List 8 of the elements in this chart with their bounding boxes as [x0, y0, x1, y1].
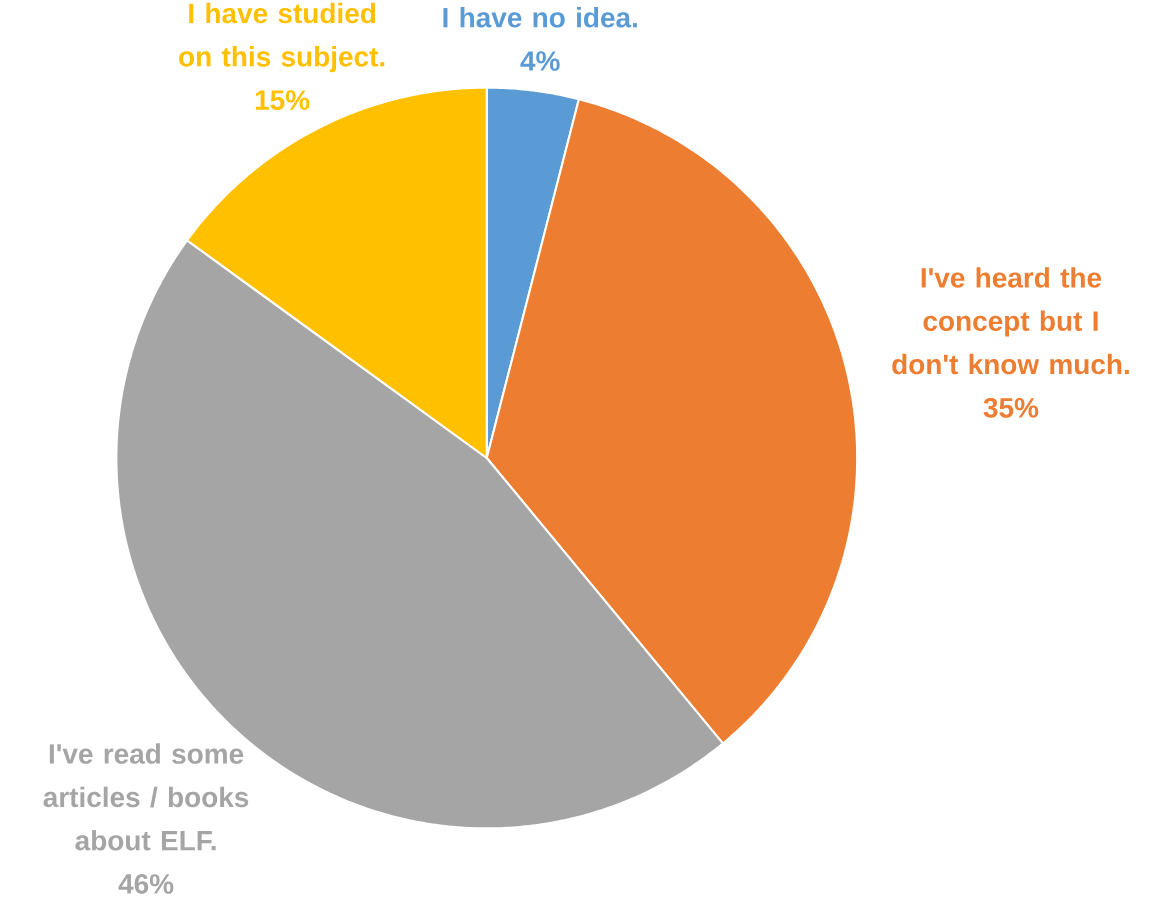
data-label: 15% — [255, 90, 310, 111]
slice-label: I've heard the concept but I don't know much. — [892, 267, 1129, 375]
data-label: 46% — [118, 874, 174, 894]
data-label: 35% — [983, 398, 1039, 418]
data-label: 4% — [520, 51, 560, 71]
slice-label: I've read some articles / books about ELF. — [43, 743, 249, 851]
slice-label: I have studied on this subject. — [179, 2, 385, 73]
slice-label: I have no idea. — [443, 7, 637, 28]
